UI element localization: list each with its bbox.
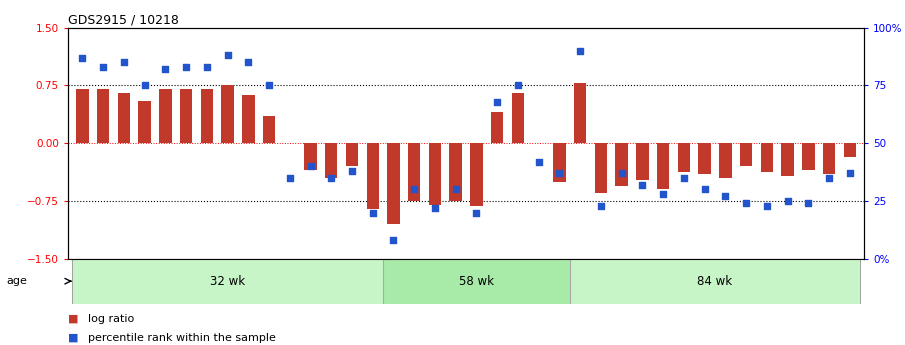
Text: 58 wk: 58 wk (459, 275, 494, 288)
Point (282, 175, 297, 180)
Bar (387, 143, 400, 224)
Point (366, 210, 380, 215)
Bar (159, 89, 172, 143)
Point (614, 170, 629, 176)
Point (469, 210, 483, 215)
Bar (843, 143, 856, 157)
Point (510, 82, 525, 88)
Bar (222, 85, 233, 143)
Text: 84 wk: 84 wk (698, 275, 732, 288)
Point (407, 187, 422, 192)
Point (241, 59, 255, 65)
Text: 32 wk: 32 wk (210, 275, 245, 288)
Bar (719, 143, 731, 178)
Bar (72, 259, 383, 304)
Point (138, 82, 152, 88)
Point (345, 168, 359, 174)
Point (594, 203, 608, 208)
Point (490, 99, 504, 104)
Point (75, 55, 90, 60)
Point (677, 175, 691, 180)
Bar (471, 143, 482, 206)
Bar (657, 143, 670, 189)
Point (738, 200, 753, 206)
Bar (570, 259, 860, 304)
Bar (615, 143, 628, 186)
Point (822, 175, 836, 180)
Point (552, 170, 567, 176)
Point (759, 203, 774, 208)
Point (303, 164, 318, 169)
Bar (383, 259, 570, 304)
Text: percentile rank within the sample: percentile rank within the sample (88, 333, 276, 343)
Bar (781, 143, 794, 176)
Bar (636, 143, 649, 180)
Bar (450, 143, 462, 201)
Point (843, 170, 857, 176)
Bar (138, 101, 151, 143)
Point (324, 175, 338, 180)
Bar (595, 143, 607, 193)
Text: log ratio: log ratio (88, 314, 134, 324)
Text: ■: ■ (68, 314, 79, 324)
Point (220, 52, 234, 58)
Point (96, 64, 110, 70)
Bar (574, 83, 586, 143)
Point (573, 48, 587, 53)
Bar (304, 143, 317, 170)
Bar (802, 143, 814, 170)
Point (780, 198, 795, 204)
Bar (262, 116, 275, 143)
Point (158, 67, 173, 72)
Bar (180, 89, 192, 143)
Point (718, 194, 732, 199)
Point (200, 64, 214, 70)
Point (262, 82, 276, 88)
Bar (699, 143, 710, 174)
Bar (823, 143, 835, 174)
Point (635, 182, 650, 188)
Bar (201, 89, 213, 143)
Bar (553, 143, 566, 182)
Bar (118, 93, 130, 143)
Bar (760, 143, 773, 172)
Bar (739, 143, 752, 166)
Bar (408, 143, 421, 201)
Point (179, 64, 194, 70)
Bar (346, 143, 358, 166)
Bar (76, 89, 89, 143)
Point (531, 159, 546, 165)
Point (428, 205, 443, 211)
Bar (325, 143, 338, 178)
Text: ■: ■ (68, 333, 79, 343)
Point (656, 191, 671, 197)
Point (117, 59, 131, 65)
Bar (429, 143, 441, 205)
Text: age: age (6, 276, 27, 286)
Point (449, 187, 463, 192)
Bar (491, 112, 503, 143)
Bar (97, 89, 110, 143)
Bar (511, 93, 524, 143)
Bar (367, 143, 379, 209)
Point (386, 237, 401, 243)
Point (698, 187, 712, 192)
Text: GDS2915 / 10218: GDS2915 / 10218 (68, 13, 179, 27)
Point (801, 200, 815, 206)
Bar (242, 96, 254, 143)
Bar (678, 143, 690, 172)
